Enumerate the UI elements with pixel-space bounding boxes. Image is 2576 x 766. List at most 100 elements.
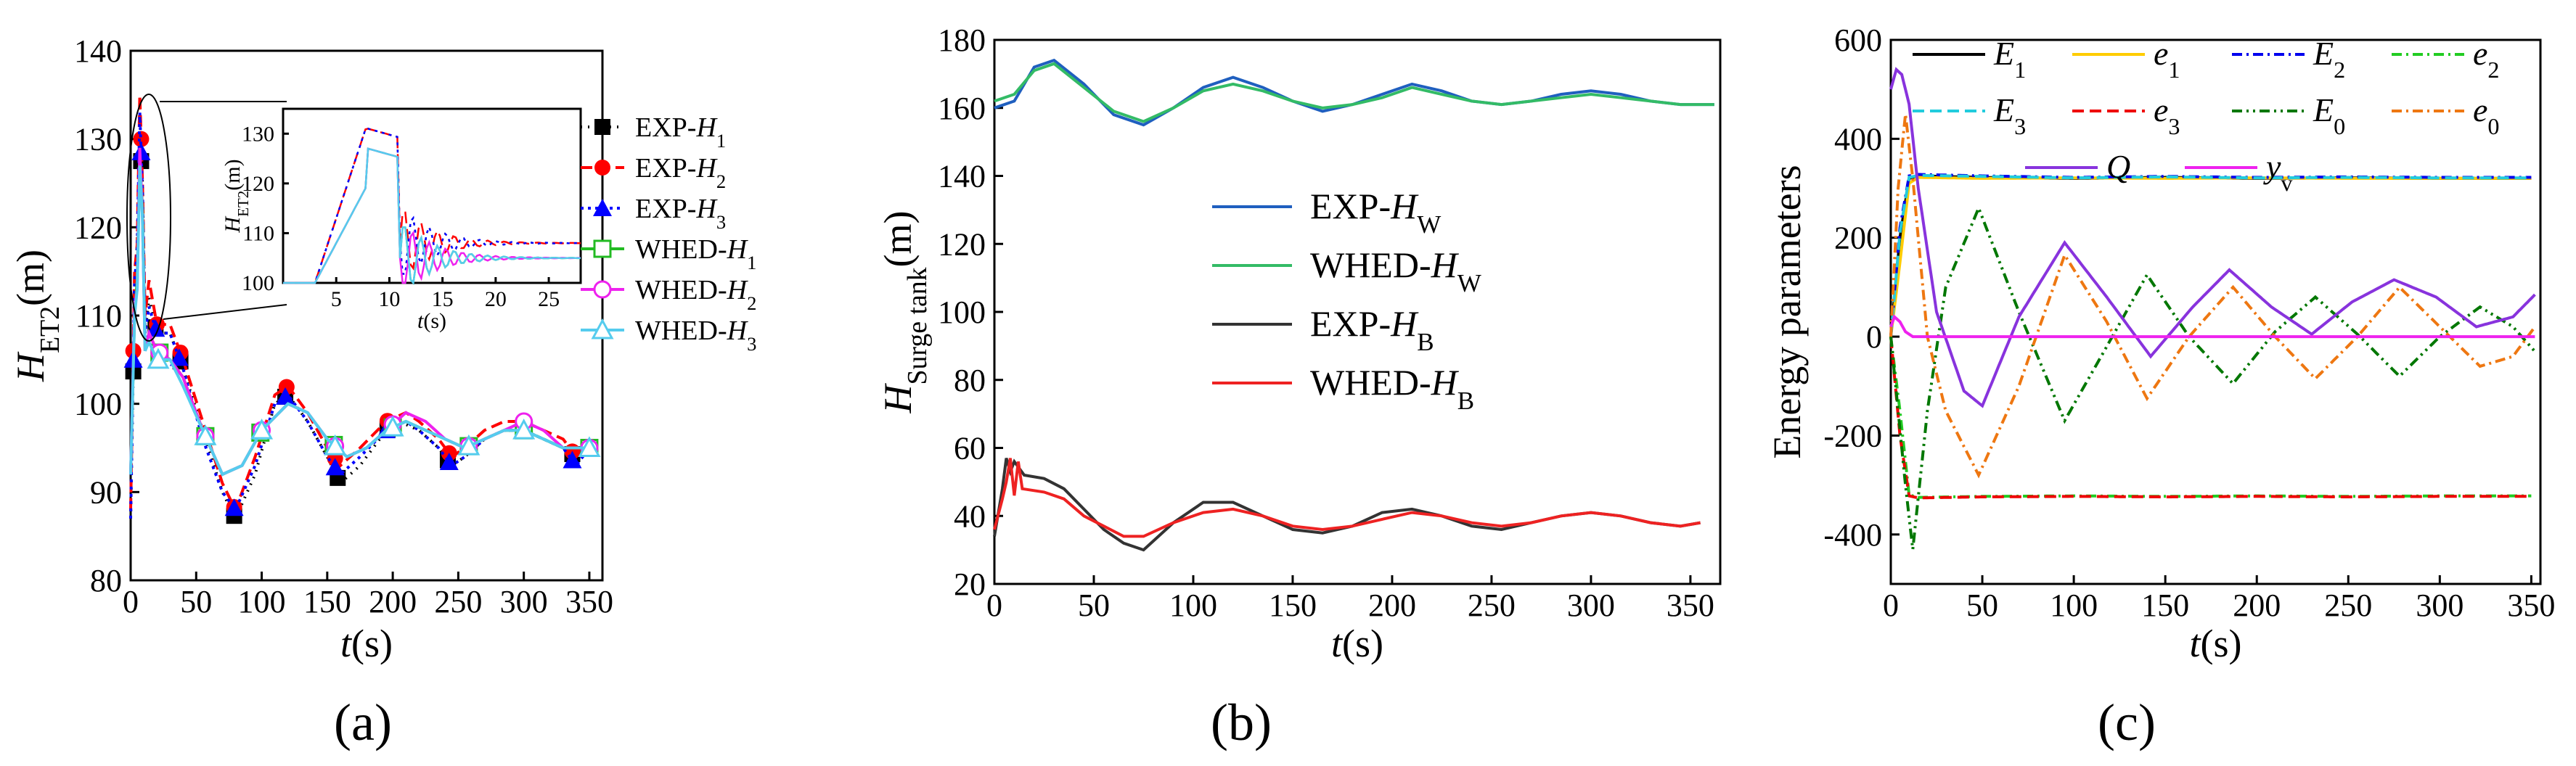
legend-label-e0: e0	[2473, 91, 2500, 139]
inset-y-label: HET2(m)	[221, 159, 252, 233]
legend-label-e2: e2	[2473, 35, 2500, 83]
x-tick-label: 250	[2324, 588, 2372, 623]
series-line-E1	[1889, 174, 2532, 337]
x-tick-label: 200	[1368, 588, 1416, 623]
legend-label-EXP-H1: EXP-H1	[635, 112, 726, 152]
y-tick-label: 60	[954, 431, 986, 466]
x-tick-label: 300	[500, 584, 548, 619]
y-tick-label: 160	[938, 91, 986, 126]
y-tick-label: 130	[74, 122, 122, 157]
y-tick-label: 80	[90, 563, 122, 598]
x-tick-label: 250	[1468, 588, 1516, 623]
y-tick-label: 140	[938, 159, 986, 194]
data-point-EXP-H3	[276, 387, 295, 405]
data-point-WHED-H3	[194, 424, 217, 445]
panel-b: 0 50 100 150 200 250 300 350 20 40 60 80 100 120 140 16…	[876, 22, 1722, 751]
x-tick-label: 0	[123, 584, 139, 619]
data-point-EXP-H3	[325, 458, 345, 476]
x-tick-label: 300	[1567, 588, 1615, 623]
data-point-EXP-H3	[439, 452, 459, 470]
y-axis-label: HET2(m)	[9, 250, 65, 382]
x-tick-label: 200	[2233, 588, 2281, 623]
x-tick-label: 350	[1667, 588, 1714, 623]
y-tick-label: -400	[1823, 517, 1882, 553]
legend-label-WHED-HW: WHED-HW	[1310, 244, 1481, 297]
y-tick-label: 400	[1834, 121, 1882, 157]
legend-marker-EXP-H3	[593, 199, 612, 216]
y-tick-label: 200	[1834, 221, 1882, 256]
y-tick-label: 130	[242, 122, 274, 146]
x-tick-label: 0	[1883, 588, 1899, 623]
data-point-WHED-H3	[381, 415, 404, 437]
x-axis-label: t(s)	[1331, 622, 1383, 665]
legend-label-Q: Q	[2106, 148, 2130, 185]
panel-label-c: (c)	[2098, 693, 2156, 751]
series-line-Q	[1889, 67, 2536, 408]
legend-marker-WHED-H3	[591, 318, 614, 339]
x-tick-label: 25	[538, 287, 560, 311]
x-tick-label: 350	[565, 584, 613, 619]
series-line-EXP-H2	[129, 94, 591, 514]
x-tick-label: 50	[180, 584, 212, 619]
series-line-e1	[1889, 176, 2532, 337]
x-tick-label: 350	[2507, 588, 2555, 623]
inset-x-label: t(s)	[417, 309, 446, 333]
legend-label-EXP-HW: EXP-HW	[1310, 186, 1441, 239]
y-tick-label: 110	[75, 298, 122, 334]
y-tick-label: 100	[938, 295, 986, 330]
y-tick-label: 0	[1866, 319, 1882, 355]
y-tick-label: 100	[242, 271, 274, 295]
series-line-yv	[1889, 314, 2535, 339]
legend-label-EXP-H3: EXP-H3	[635, 194, 726, 233]
y-tick-label: 20	[954, 567, 986, 602]
x-tick-label: 20	[485, 287, 507, 311]
y-tick-label: 110	[242, 221, 274, 245]
series-line-E2	[1889, 173, 2532, 337]
x-axis-label: t(s)	[2190, 622, 2242, 665]
data-point-WHED-H3	[578, 436, 601, 457]
x-tick-label: 5	[331, 287, 342, 311]
legend-label-E0: E0	[2313, 91, 2345, 139]
y-tick-label: 120	[74, 210, 122, 245]
plot-frame	[282, 107, 582, 284]
y-tick-label: 600	[1834, 22, 1882, 58]
series-line-EXP-HW	[994, 58, 1714, 127]
legend-label-WHED-HB: WHED-HB	[1310, 362, 1474, 415]
y-axis-label: Energy parameters	[1765, 165, 1809, 458]
y-tick-label: 100	[74, 387, 122, 422]
x-tick-label: 200	[369, 584, 417, 619]
legend-marker-EXP-H1	[594, 119, 610, 135]
inset-line-WHED-H3	[283, 147, 581, 285]
panel-label-b: (b)	[1211, 693, 1272, 751]
series-line-E3	[1889, 173, 2532, 337]
y-tick-label: 90	[90, 474, 122, 510]
x-tick-label: 150	[1269, 588, 1317, 623]
y-tick-label: -200	[1823, 418, 1882, 453]
data-point-EXP-H3	[224, 498, 244, 516]
data-point-EXP-H3	[563, 450, 582, 469]
legend-marker-EXP-H2	[594, 160, 610, 176]
x-tick-label: 15	[432, 287, 454, 311]
legend-marker-WHED-H2	[593, 280, 612, 299]
x-tick-label: 100	[238, 584, 286, 619]
x-tick-label: 150	[303, 584, 351, 619]
data-point-WHED-H3	[457, 434, 481, 456]
series-line-EXP-HB	[993, 458, 1701, 552]
panel-c: 0 50 100 150 200 250 300 350 -400 -200 0 200 400 600 t…	[1765, 22, 2555, 751]
x-tick-label: 100	[1169, 588, 1217, 623]
legend-label-yv: yv	[2263, 148, 2293, 196]
y-axis-label: HSurge tank(m)	[876, 211, 933, 414]
x-tick-label: 250	[434, 584, 482, 619]
x-tick-label: 100	[2050, 588, 2098, 623]
x-tick-label: 50	[1078, 588, 1110, 623]
series-line-e2	[1889, 336, 2532, 499]
inset-line-EXP-H3	[283, 128, 581, 284]
panel-label-a: (a)	[334, 693, 392, 751]
legend-label-E1: E1	[1993, 35, 2026, 83]
y-tick-label: 120	[242, 172, 274, 196]
panel-a: 0 50 100 150 200 250 300 350 80 90 100 110 120 130 140…	[9, 33, 756, 751]
data-point-EXP-H3	[169, 348, 189, 366]
data-point-EXP-H3	[146, 319, 165, 337]
data-point-WHED-H3	[324, 434, 347, 456]
